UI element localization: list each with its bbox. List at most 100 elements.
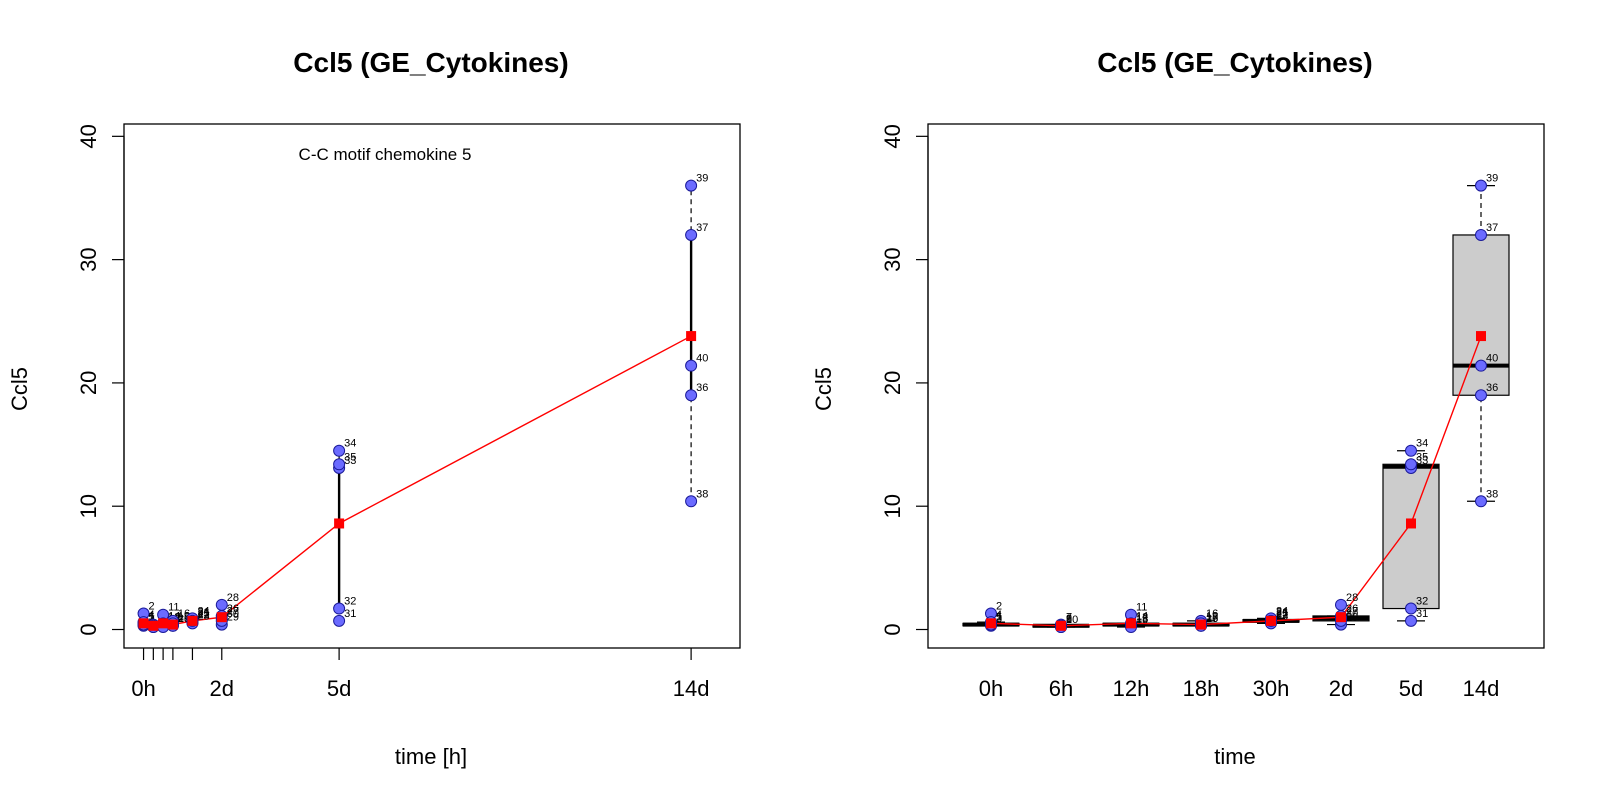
right-x-tick-label: 18h (1183, 676, 1220, 701)
right-x-axis-label: time (1214, 744, 1256, 769)
right-mean-marker (1196, 619, 1206, 630)
right-point-label: 17 (1206, 612, 1218, 624)
left-x-tick-label: 5d (327, 676, 351, 701)
left-point-label: 23 (197, 610, 209, 622)
right-point-label: 10 (1066, 614, 1078, 626)
left-point-label: 5 (149, 612, 155, 624)
left-data-point (685, 359, 698, 372)
right-x-tick-label: 6h (1049, 676, 1073, 701)
right-plot-frame (927, 123, 1545, 649)
right-data-point (1405, 602, 1417, 615)
right-y-tick-label: 30 (880, 247, 905, 271)
right-data-point (1475, 179, 1487, 192)
right-point-label: 36 (1486, 382, 1498, 394)
left-mean-marker (148, 620, 159, 631)
right-point-label: 25 (1276, 608, 1288, 620)
right-data-point (1405, 614, 1417, 627)
right-point-label: 27 (1346, 605, 1358, 617)
left-point-label: 4 (149, 609, 155, 621)
left-point-label: 39 (696, 173, 708, 185)
right-y-tick-label: 40 (880, 124, 905, 148)
left-y-tick-label: 20 (76, 371, 101, 395)
left-x-axis-label: time [h] (395, 744, 467, 769)
right-mean-marker (986, 618, 996, 629)
right-mean-marker (1126, 618, 1136, 629)
right-point-label: 7 (1066, 612, 1072, 624)
left-mean-line (143, 335, 692, 627)
left-data-point (333, 458, 346, 471)
left-point-label: 32 (344, 596, 356, 608)
left-y-tick-label: 0 (76, 623, 101, 635)
left-point-label: 35 (344, 451, 356, 463)
left-point-label: 38 (696, 488, 708, 500)
left-scatter-panel: Ccl5 (GE_Cytokines) C-C motif chemokine … (7, 47, 741, 769)
left-data-point (685, 495, 698, 508)
left-data-point (215, 598, 228, 611)
right-point-label: 6 (1066, 613, 1072, 625)
right-mean-marker (1406, 518, 1416, 529)
left-point-label: 31 (344, 608, 356, 620)
left-mean-marker (686, 331, 697, 342)
right-x-tick-label: 30h (1253, 676, 1290, 701)
right-point-label: 24 (1276, 605, 1288, 617)
right-mean-marker (1056, 620, 1066, 631)
left-point-label: 40 (696, 353, 708, 365)
right-x-tick-label: 2d (1329, 676, 1353, 701)
left-point-label: 27 (227, 605, 239, 617)
right-x-tick-label: 14d (1463, 676, 1500, 701)
left-plot-content: 0102030400h2d5d14d1234567891011121314151… (76, 124, 709, 701)
left-mean-marker (158, 618, 169, 629)
left-mean-marker (334, 518, 345, 529)
right-point-label: 16 (1206, 608, 1218, 620)
right-y-axis-label: Ccl5 (811, 367, 836, 411)
left-x-tick-label: 2d (210, 676, 234, 701)
right-mean-marker (1476, 331, 1486, 342)
right-point-label: 37 (1486, 222, 1498, 234)
right-point-label: 39 (1486, 173, 1498, 185)
left-point-label: 22 (197, 609, 209, 621)
right-x-tick-label: 0h (979, 676, 1003, 701)
right-point-label: 5 (996, 612, 1002, 624)
left-y-tick-label: 40 (76, 124, 101, 148)
left-y-tick-label: 30 (76, 247, 101, 271)
right-point-label: 8 (1066, 614, 1072, 626)
right-point-label: 35 (1416, 451, 1428, 463)
right-point-label: 28 (1346, 592, 1358, 604)
right-point-label: 31 (1416, 608, 1428, 620)
right-point-label: 15 (1136, 614, 1148, 626)
right-data-point (1335, 598, 1347, 611)
right-x-tick-label: 5d (1399, 676, 1423, 701)
left-x-tick-label: 14d (673, 676, 710, 701)
left-point-label: 11 (168, 602, 179, 614)
left-point-label: 28 (227, 592, 239, 604)
left-point-label: 21 (197, 607, 209, 619)
left-plot-frame (123, 123, 741, 649)
left-point-label: 26 (227, 603, 239, 615)
right-point-label: 18 (1206, 613, 1218, 625)
right-y-tick-label: 10 (880, 494, 905, 518)
right-mean-marker (1336, 612, 1346, 623)
left-point-label: 2 (149, 600, 155, 612)
right-point-label: 29 (1346, 612, 1358, 624)
right-mean-marker (1266, 615, 1276, 626)
right-point-label: 4 (996, 609, 1002, 621)
right-y-tick-label: 20 (880, 371, 905, 395)
right-y-tick-label: 0 (880, 623, 905, 635)
left-chart-title: Ccl5 (GE_Cytokines) (293, 47, 568, 78)
right-point-label: 9 (1066, 613, 1072, 625)
left-data-point (333, 444, 346, 457)
left-point-label: 24 (197, 605, 209, 617)
left-data-point (685, 389, 698, 402)
left-point-label: 34 (344, 438, 356, 450)
left-mean-marker (187, 615, 198, 626)
left-y-tick-label: 10 (76, 494, 101, 518)
right-point-label: 13 (1136, 613, 1148, 625)
left-y-axis-label: Ccl5 (7, 367, 32, 411)
right-point-label: 11 (1136, 602, 1147, 614)
right-data-point (1475, 359, 1487, 372)
right-chart-title: Ccl5 (GE_Cytokines) (1097, 47, 1372, 78)
right-point-label: 26 (1346, 603, 1358, 615)
right-mean-line (990, 335, 1482, 627)
